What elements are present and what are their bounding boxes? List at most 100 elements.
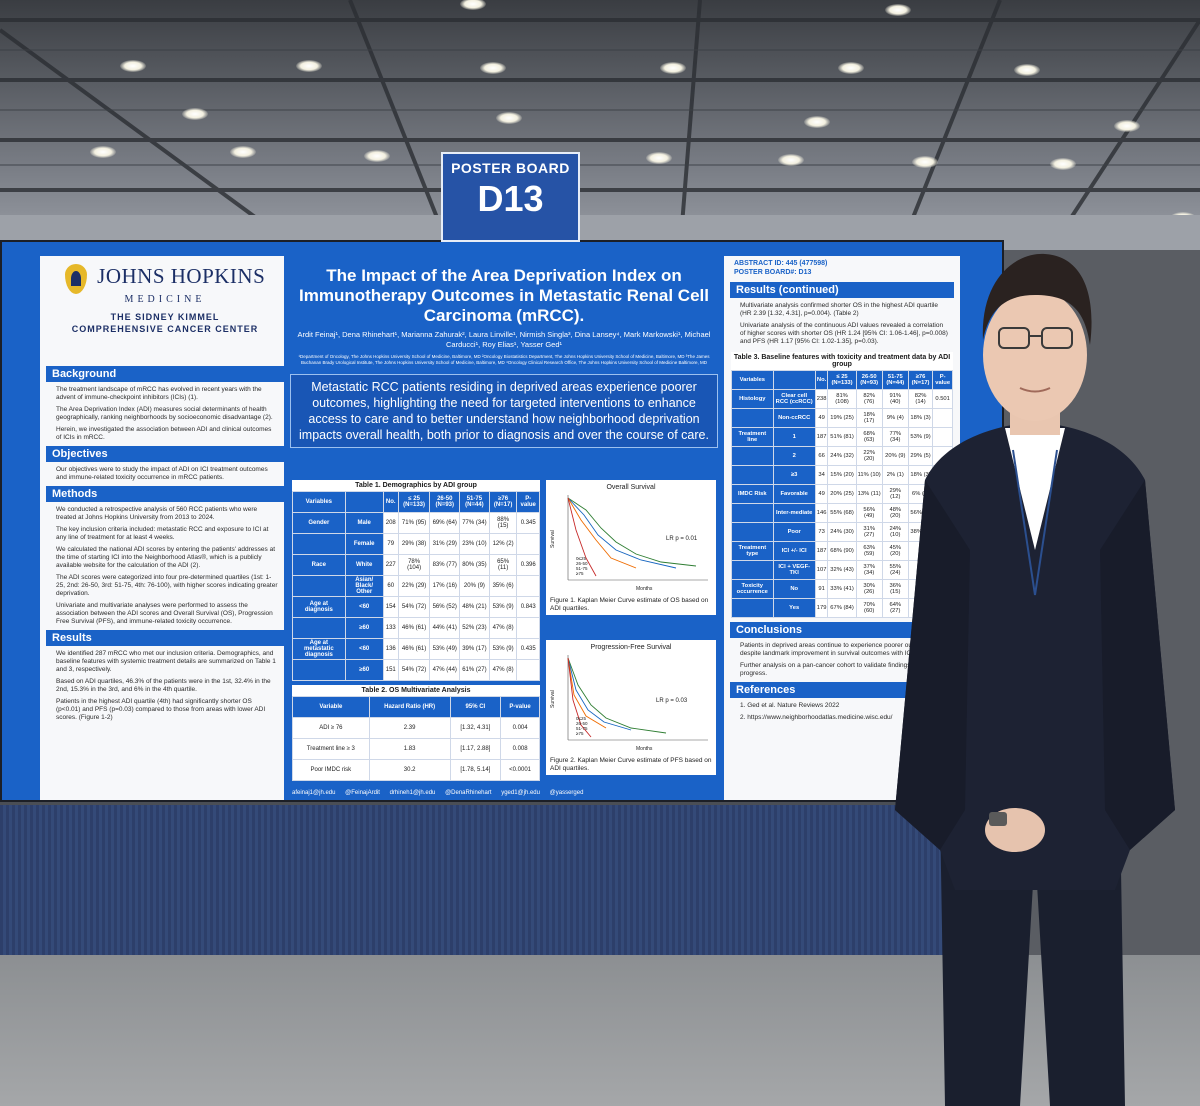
table-cell: 227: [382, 554, 399, 576]
table-cell: 44% (41): [429, 617, 461, 639]
table-cell: 30% (26): [855, 579, 883, 599]
table-cell: [1.78, 5.14]: [449, 759, 502, 781]
table-row: Age at metastatic diagnosis <60 136 46% (61…: [292, 638, 540, 660]
logo-name: JOHNS HOPKINS: [97, 264, 266, 289]
ceiling-light: [646, 152, 672, 164]
table-header-cell: P-value: [500, 696, 540, 718]
figure2-xlabel: Months: [636, 746, 653, 752]
table-cell: 0.004: [500, 717, 540, 739]
table-cell: ICI +/- ICI: [772, 541, 816, 561]
table-cell: 70% (60): [855, 598, 883, 618]
table-cell: 133: [382, 617, 399, 639]
table-cell: 19% (25): [827, 408, 857, 428]
ceiling-truss: [0, 0, 1200, 250]
section-heading-conclusions: Conclusions: [730, 622, 954, 638]
table-cell: [731, 465, 774, 485]
table-cell: 47% (44): [429, 659, 461, 681]
table-cell: Treatment line: [731, 427, 774, 447]
poster-contact-footer: afeinaj1@jh.edu @FeinajArdit drhineh1@jh…: [292, 790, 716, 796]
poster-header: The Impact of the Area Deprivation Index…: [292, 260, 716, 366]
table-header-cell: No.: [814, 370, 829, 390]
ceiling-light: [1114, 120, 1140, 132]
results-item: Patients in the highest ADI quartile (4t…: [56, 698, 266, 721]
table-cell: 49: [814, 484, 829, 504]
table-cell: 208: [382, 512, 399, 534]
ceiling-light: [1050, 158, 1076, 170]
table-cell: [731, 598, 774, 618]
ceiling-light: [296, 60, 322, 72]
table-cell: 32% (43): [827, 560, 857, 580]
figure1-title: Overall Survival: [606, 484, 656, 491]
table-row: Treatment type ICI +/- ICI 187 68% (90) 63% …: [731, 541, 953, 561]
figure2-km: Progression-Free Survival LR p = 0.03 Mo…: [546, 640, 716, 775]
figure1-legend: 0≤25: [576, 556, 586, 561]
table-cell: Male: [344, 512, 384, 534]
table-cell: 1.83: [368, 738, 451, 760]
contact-x-handle: @DenaRhinehart: [445, 790, 492, 796]
ceiling-light: [778, 154, 804, 166]
table-cell: White: [344, 554, 384, 576]
results-item: Based on ADI quartiles, 46.3% of the pat…: [56, 678, 271, 693]
table-header-cell: 95% CI: [449, 696, 502, 718]
table-cell: Age at diagnosis: [292, 596, 346, 618]
figure2-curve: [567, 657, 667, 734]
table-cell: [516, 659, 540, 681]
blue-carpet: [0, 805, 950, 960]
table-header-cell: 26-50 (N=93): [429, 491, 461, 513]
ceiling-light: [480, 62, 506, 74]
abstract-id: ABSTRACT ID: 445 (477598): [734, 260, 828, 267]
table-cell: 48% (21): [459, 596, 490, 618]
table-cell: 15% (20): [827, 465, 857, 485]
table-cell: 12% (2): [488, 533, 518, 555]
background-item: The Area Deprivation Index (ADI) measure…: [56, 406, 273, 421]
table-row: Poor IMDC risk 30.2 [1.78, 5.14] <0.0001: [292, 759, 540, 781]
sign-label: POSTER BOARD: [451, 160, 570, 176]
table-cell: 73: [814, 522, 829, 542]
table-cell: 68% (90): [827, 541, 857, 561]
figure2-curve: [567, 657, 607, 729]
contact-email: yged1@jh.edu: [501, 790, 540, 796]
table-cell: Race: [292, 554, 346, 576]
tables-area: Table 1. Demographics by ADI group Varia…: [292, 480, 540, 781]
hair: [982, 253, 1092, 345]
table-cell: Poor IMDC risk: [292, 759, 370, 781]
table-cell: 67% (84): [827, 598, 857, 618]
conclusion-item: Patients in deprived areas continue to e…: [740, 642, 935, 657]
figure2-legend: 26-50: [576, 721, 588, 726]
contact-email: afeinaj1@jh.edu: [292, 790, 336, 796]
table-cell: 83% (77): [429, 554, 461, 576]
table-cell: ≥60: [344, 659, 384, 681]
figure2-title: Progression-Free Survival: [590, 644, 672, 651]
figure2-plot: Progression-Free Survival LR p = 0.03 Mo…: [546, 640, 716, 755]
table-header-cell: [344, 491, 384, 513]
left-arm: [895, 480, 970, 850]
table-cell: [292, 617, 346, 639]
table-cell: 71% (95): [397, 512, 431, 534]
table-cell: [731, 408, 774, 428]
poster-title: The Impact of the Area Deprivation Index…: [299, 266, 709, 325]
section-heading-methods: Methods: [46, 486, 284, 502]
reference-item: 1. Ged et al. Nature Reviews 2022: [740, 702, 840, 709]
table-cell: 18% (17): [855, 408, 883, 428]
table-cell: 146: [814, 503, 829, 523]
table-cell: 179: [814, 598, 829, 618]
table-cell: [1.17, 2.88]: [449, 738, 502, 760]
table-cell: 53% (49): [429, 638, 461, 660]
table-cell: 2.39: [368, 717, 451, 739]
table-cell: 53% (9): [488, 638, 518, 660]
table-cell: 52% (23): [459, 617, 490, 639]
table-cell: 23% (10): [459, 533, 490, 555]
table-cell: 187: [814, 427, 829, 447]
table-cell: 82% (14): [907, 389, 934, 409]
table-cell: 47% (8): [488, 617, 518, 639]
contact-email: drhineh1@jh.edu: [389, 790, 436, 796]
figure2-legend: 51-75: [576, 726, 588, 731]
table-cell: 88% (15): [488, 512, 518, 534]
table1: Variables No. ≤ 25 (N=133) 26-50 (N=93) 51-7…: [292, 491, 540, 681]
table-cell: ADI ≥ 76: [292, 717, 370, 739]
figure1-svg: LR p = 0.01 Months Survival 0≤25 26-50 5…: [550, 495, 708, 592]
table-row: Gender Male 208 71% (95) 69% (64) 77% (34) 88%…: [292, 512, 540, 534]
ceiling-light: [460, 0, 486, 10]
table-cell: 53% (9): [488, 596, 518, 618]
table-cell: 0.843: [516, 596, 540, 618]
